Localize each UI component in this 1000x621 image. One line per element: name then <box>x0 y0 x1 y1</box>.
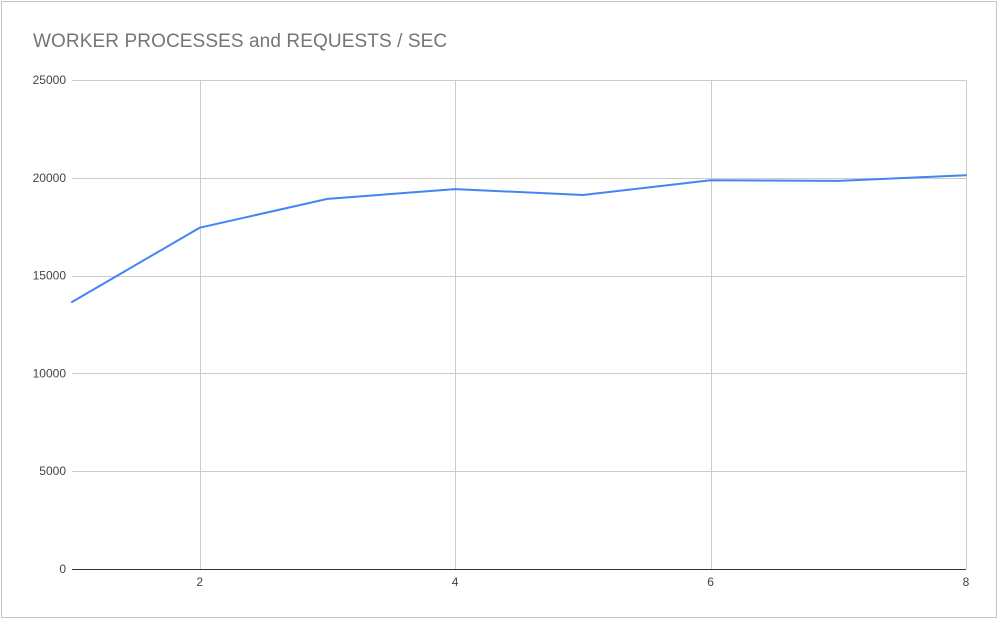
y-tick-label: 0 <box>59 562 66 576</box>
x-tick-label: 6 <box>707 575 714 589</box>
y-tick-label: 25000 <box>33 73 67 87</box>
y-tick-label: 15000 <box>33 269 67 283</box>
y-axis-tick-labels: 0 5000 10000 15000 20000 25000 <box>33 73 67 576</box>
horizontal-gridlines <box>72 80 966 472</box>
y-tick-label: 5000 <box>39 464 66 478</box>
x-tick-label: 2 <box>196 575 203 589</box>
vertical-gridlines <box>200 80 967 569</box>
series-line-0 <box>71 174 967 303</box>
y-tick-label: 20000 <box>33 171 67 185</box>
series-layer <box>71 174 967 303</box>
x-tick-label: 4 <box>452 575 459 589</box>
x-axis-tick-labels: 2 4 6 8 <box>196 575 969 589</box>
x-tick-label: 8 <box>963 575 970 589</box>
chart-title: WORKER PROCESSES and REQUESTS / SEC <box>33 31 448 52</box>
y-tick-label: 10000 <box>33 366 67 380</box>
